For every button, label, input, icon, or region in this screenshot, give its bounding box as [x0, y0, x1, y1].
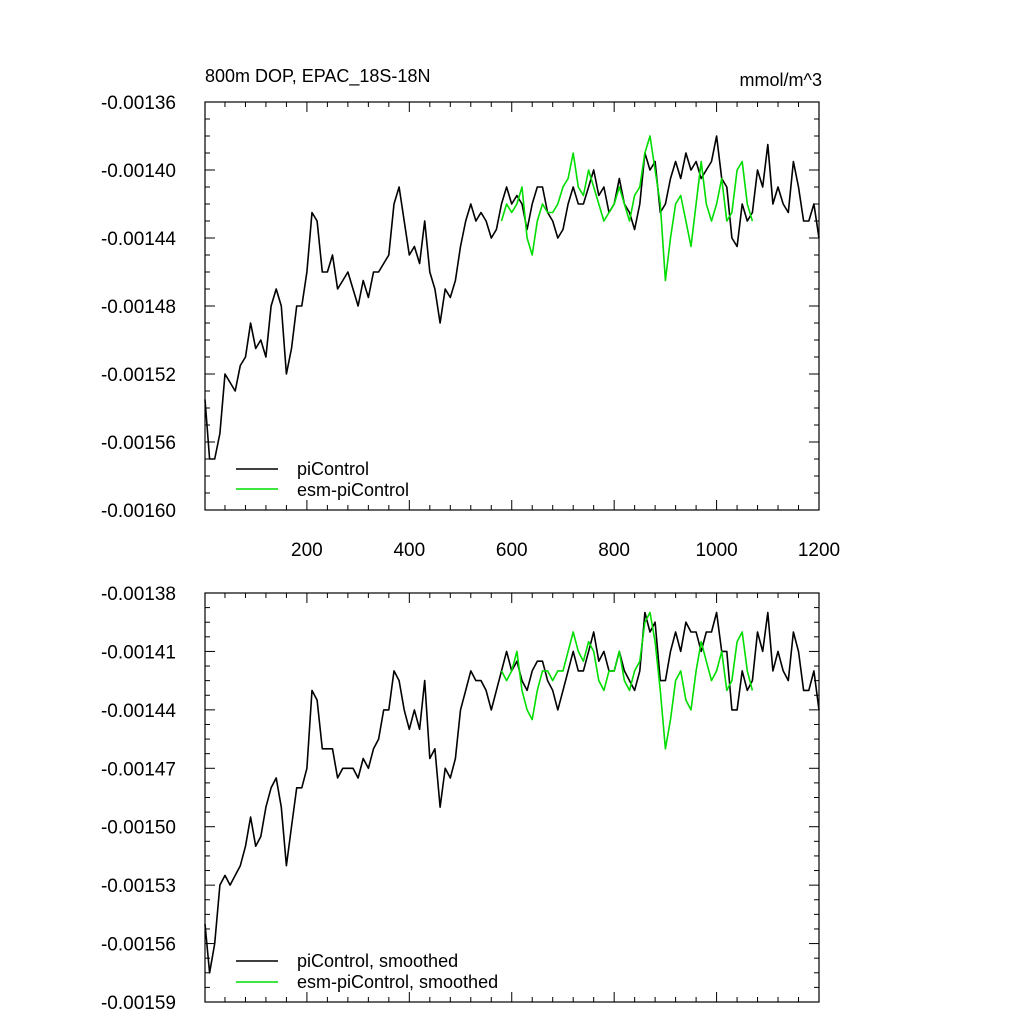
series-line-esm-picontrol-smoothed — [500, 611, 754, 750]
y-tick-label: -0.00156 — [101, 935, 176, 956]
top-chart-title: 800m DOP, EPAC_18S-18N — [205, 66, 430, 87]
y-tick-label: -0.00140 — [101, 161, 176, 182]
bottom-y-axis: -0.00159 -0.00156 -0.00153 -0.00150 -0.00147… — [101, 584, 819, 1014]
bottom-plot-frame — [204, 592, 820, 1003]
y-tick-label: -0.00144 — [101, 229, 176, 250]
top-series-lines — [204, 135, 820, 460]
x-tick-label: 1200 — [798, 540, 840, 561]
y-tick-label: -0.00148 — [101, 297, 176, 318]
x-tick-label: 800 — [598, 540, 630, 561]
top-plot-frame — [204, 101, 820, 511]
y-tick-label: -0.00136 — [101, 93, 176, 114]
y-tick-label: -0.00144 — [101, 701, 176, 722]
bottom-legend: piControl, smoothed esm-piControl, smoot… — [236, 951, 498, 992]
bottom-chart-panel: -0.00159 -0.00156 -0.00153 -0.00150 -0.00147… — [101, 584, 820, 1014]
series-line-picontrol-smoothed — [204, 611, 820, 974]
top-x-axis: 200 400 600 800 1000 1200 — [224, 102, 840, 561]
y-tick-label: -0.00141 — [101, 642, 176, 663]
bottom-x-axis — [224, 593, 820, 1002]
y-tick-label: -0.00150 — [101, 818, 176, 839]
legend-label-esm-picontrol-smoothed: esm-piControl, smoothed — [297, 972, 498, 992]
legend-label-esm-picontrol: esm-piControl — [297, 480, 409, 500]
y-tick-label: -0.00147 — [101, 759, 176, 780]
y-tick-label: -0.00159 — [101, 993, 176, 1014]
bottom-series-lines — [204, 611, 820, 974]
x-tick-label: 400 — [393, 540, 425, 561]
top-chart-panel: 800m DOP, EPAC_18S-18N mmol/m^3 -0.00160… — [101, 66, 840, 561]
y-tick-label: -0.00152 — [101, 365, 176, 386]
top-legend: piControl esm-piControl — [236, 459, 409, 500]
legend-label-picontrol: piControl — [297, 459, 369, 479]
y-tick-label: -0.00160 — [101, 501, 176, 522]
y-tick-label: -0.00153 — [101, 876, 176, 897]
x-tick-label: 600 — [496, 540, 528, 561]
series-line-esm-picontrol — [500, 135, 754, 282]
x-tick-label: 1000 — [695, 540, 737, 561]
legend-label-picontrol-smoothed: piControl, smoothed — [297, 951, 458, 971]
x-tick-label: 200 — [291, 540, 323, 561]
y-tick-label: -0.00156 — [101, 433, 176, 454]
top-chart-units: mmol/m^3 — [740, 70, 822, 90]
series-line-picontrol — [204, 135, 820, 460]
y-tick-label: -0.00138 — [101, 584, 176, 605]
top-y-axis: -0.00160 -0.00156 -0.00152 -0.00148 -0.00144… — [101, 93, 819, 522]
